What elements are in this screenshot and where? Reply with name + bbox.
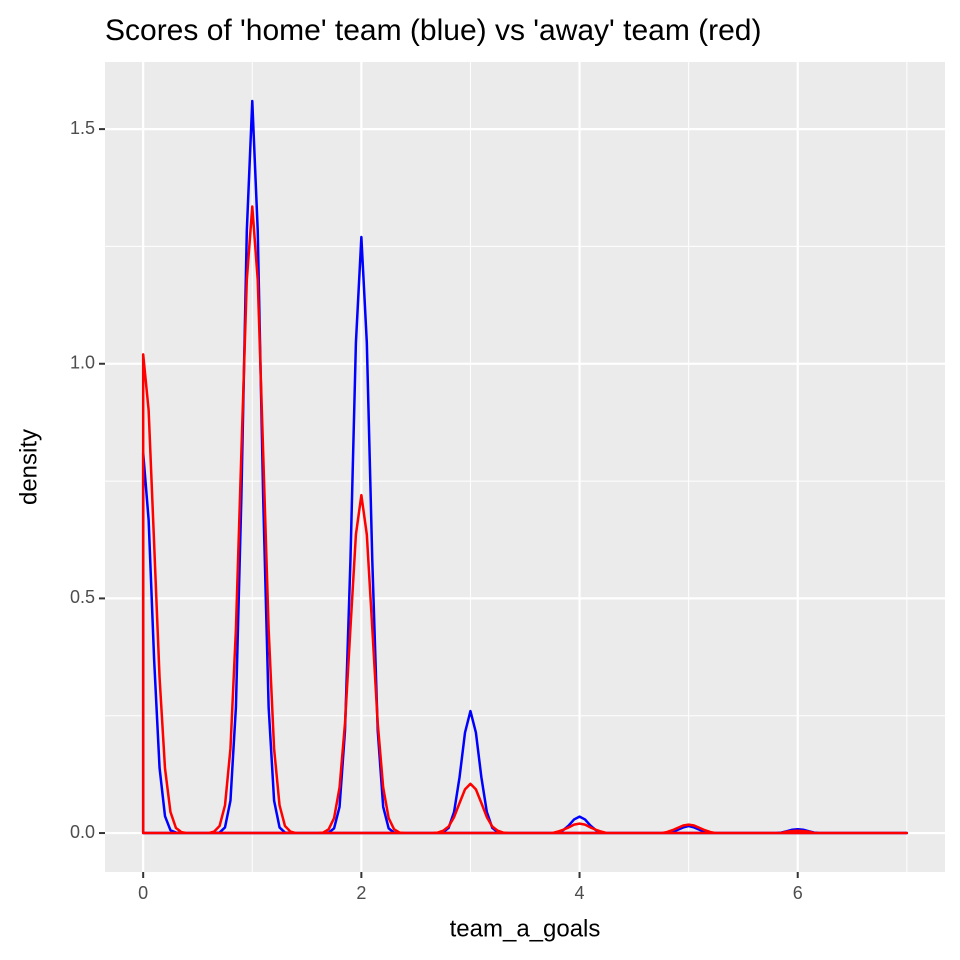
density-line bbox=[141, 205, 909, 835]
panel bbox=[105, 62, 945, 872]
y-tick-label: 1.0 bbox=[70, 353, 95, 373]
chart-title: Scores of 'home' team (blue) vs 'away' t… bbox=[105, 14, 761, 47]
y-tick-label: 0.0 bbox=[70, 822, 95, 842]
x-tick-label: 2 bbox=[356, 883, 366, 903]
y-axis-label: density bbox=[15, 429, 42, 505]
x-tick-label: 0 bbox=[138, 883, 148, 903]
y-tick-label: 1.5 bbox=[70, 118, 95, 138]
y-tick-label: 0.5 bbox=[70, 587, 95, 607]
marks bbox=[141, 99, 909, 835]
x-tick-label: 4 bbox=[575, 883, 585, 903]
x-axis-label: team_a_goals bbox=[450, 915, 601, 942]
x-tick-label: 6 bbox=[793, 883, 803, 903]
